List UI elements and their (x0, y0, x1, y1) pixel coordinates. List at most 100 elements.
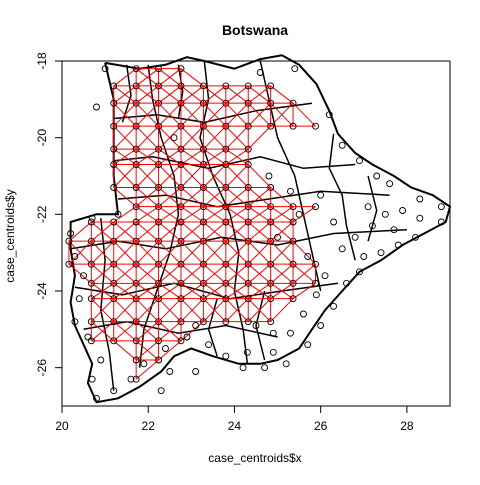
data-point (416, 195, 424, 203)
grid-link (203, 125, 227, 150)
grid-link (203, 221, 227, 242)
data-point (110, 218, 118, 226)
grid-links (68, 68, 316, 380)
grid-link (203, 85, 227, 104)
data-point (267, 82, 275, 90)
data-point (222, 295, 230, 303)
data-point (97, 356, 105, 364)
data-point (199, 82, 207, 90)
data-point (177, 82, 185, 90)
grid-link (180, 206, 204, 223)
data-point (267, 279, 275, 287)
data-point (110, 161, 118, 168)
data-point (312, 203, 319, 211)
data-point (155, 161, 163, 168)
grid-link (292, 102, 316, 127)
grid-link (203, 102, 227, 127)
grid-link (225, 102, 249, 127)
grid-link (180, 125, 204, 150)
grid-link (135, 148, 159, 165)
data-point (110, 337, 118, 345)
y-tick-label: -24 (35, 282, 49, 300)
grid-link (135, 125, 159, 150)
grid-link (158, 148, 182, 165)
data-point (244, 260, 252, 268)
data-point (155, 337, 163, 345)
grid-link (113, 68, 137, 87)
grid-link (225, 282, 249, 300)
data-point (381, 210, 389, 218)
grid-link (292, 206, 316, 223)
grid-link (180, 298, 204, 323)
data-point (222, 260, 230, 268)
data-point (267, 260, 275, 268)
grid-link (113, 125, 137, 150)
grid-link (180, 164, 204, 188)
plot-frame (61, 60, 451, 407)
grid-link (90, 240, 115, 265)
grid-link (158, 221, 182, 242)
grid-link (270, 263, 294, 284)
data-point (317, 322, 325, 329)
data-point (289, 122, 297, 130)
data-point (132, 184, 140, 191)
data-point (87, 337, 95, 345)
grid-link (203, 164, 227, 188)
grid-link (158, 321, 182, 342)
grid-link (203, 298, 227, 323)
data-point (244, 218, 252, 226)
grid-link (247, 164, 272, 188)
data-point (252, 322, 260, 329)
grid-link (225, 148, 249, 165)
grid-link (203, 282, 227, 300)
data-point (132, 279, 140, 287)
grid-link (180, 102, 204, 127)
grid-link (113, 102, 137, 127)
grid-link (113, 340, 137, 361)
data-point (295, 210, 303, 218)
data-point (177, 161, 185, 168)
grid-link (158, 240, 182, 265)
data-point (356, 268, 363, 276)
data-point (132, 99, 140, 107)
data-point (155, 203, 163, 211)
grid-link (91, 282, 115, 300)
data-point (299, 310, 307, 318)
data-point (155, 318, 163, 326)
y-axis-label: case_centroids$y (3, 189, 17, 282)
data-point (437, 203, 445, 211)
data-point (80, 272, 88, 280)
data-point (132, 337, 140, 345)
data-point (93, 394, 100, 402)
x-tick-label: 22 (142, 419, 156, 433)
grid-link (113, 298, 137, 323)
data-point (192, 368, 200, 375)
data-point (155, 295, 163, 303)
data-point (132, 295, 140, 303)
data-point (71, 318, 79, 326)
grid-link (180, 221, 204, 242)
data-point (222, 184, 230, 191)
data-point (162, 345, 169, 352)
data-point (244, 203, 252, 211)
grid-link (247, 187, 271, 208)
grid-link (225, 221, 249, 242)
data-point (351, 233, 359, 241)
grid-link (158, 187, 182, 208)
data-point (289, 295, 297, 303)
data-point (155, 99, 163, 107)
grid-link (135, 298, 159, 323)
grid-link (158, 298, 182, 323)
grid-link (180, 148, 204, 165)
data-point (67, 230, 75, 237)
data-point (287, 187, 294, 195)
grid-link (180, 187, 204, 208)
grid-link (113, 187, 137, 208)
grid-link (113, 164, 137, 188)
data-point (261, 364, 269, 372)
grid-link (203, 240, 227, 265)
grid-link (135, 164, 159, 188)
data-point (222, 82, 230, 90)
